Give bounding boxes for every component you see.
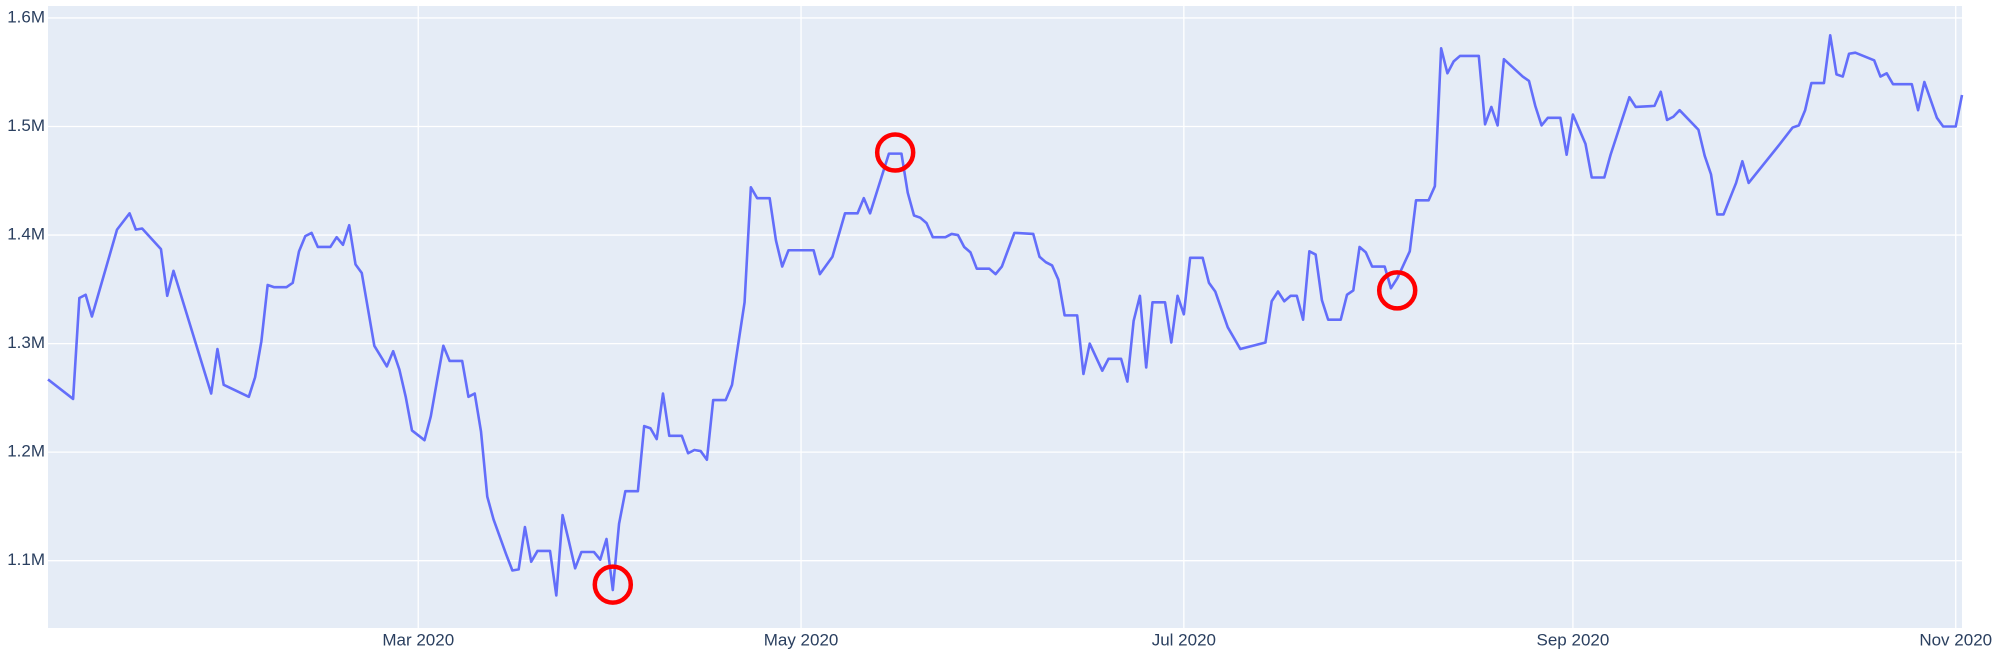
x-tick-label: Sep 2020 bbox=[1537, 630, 1610, 649]
y-tick-label: 1.6M bbox=[7, 7, 45, 26]
y-tick-label: 1.2M bbox=[7, 442, 45, 461]
data-line bbox=[47, 34, 1964, 597]
y-tick-label: 1.3M bbox=[7, 333, 45, 352]
x-tick-label: Nov 2020 bbox=[1919, 630, 1992, 649]
plot-background bbox=[48, 6, 1962, 628]
x-tick-label: Jul 2020 bbox=[1152, 630, 1216, 649]
highlight-marker bbox=[1376, 270, 1418, 311]
y-tick-label: 1.5M bbox=[7, 116, 45, 135]
x-tick-label: Mar 2020 bbox=[382, 630, 454, 649]
highlight-marker bbox=[592, 564, 634, 605]
y-tick-label: 1.1M bbox=[7, 550, 45, 569]
highlight-marker bbox=[874, 132, 916, 173]
y-tick-label: 1.4M bbox=[7, 225, 45, 244]
x-tick-label: May 2020 bbox=[764, 630, 839, 649]
